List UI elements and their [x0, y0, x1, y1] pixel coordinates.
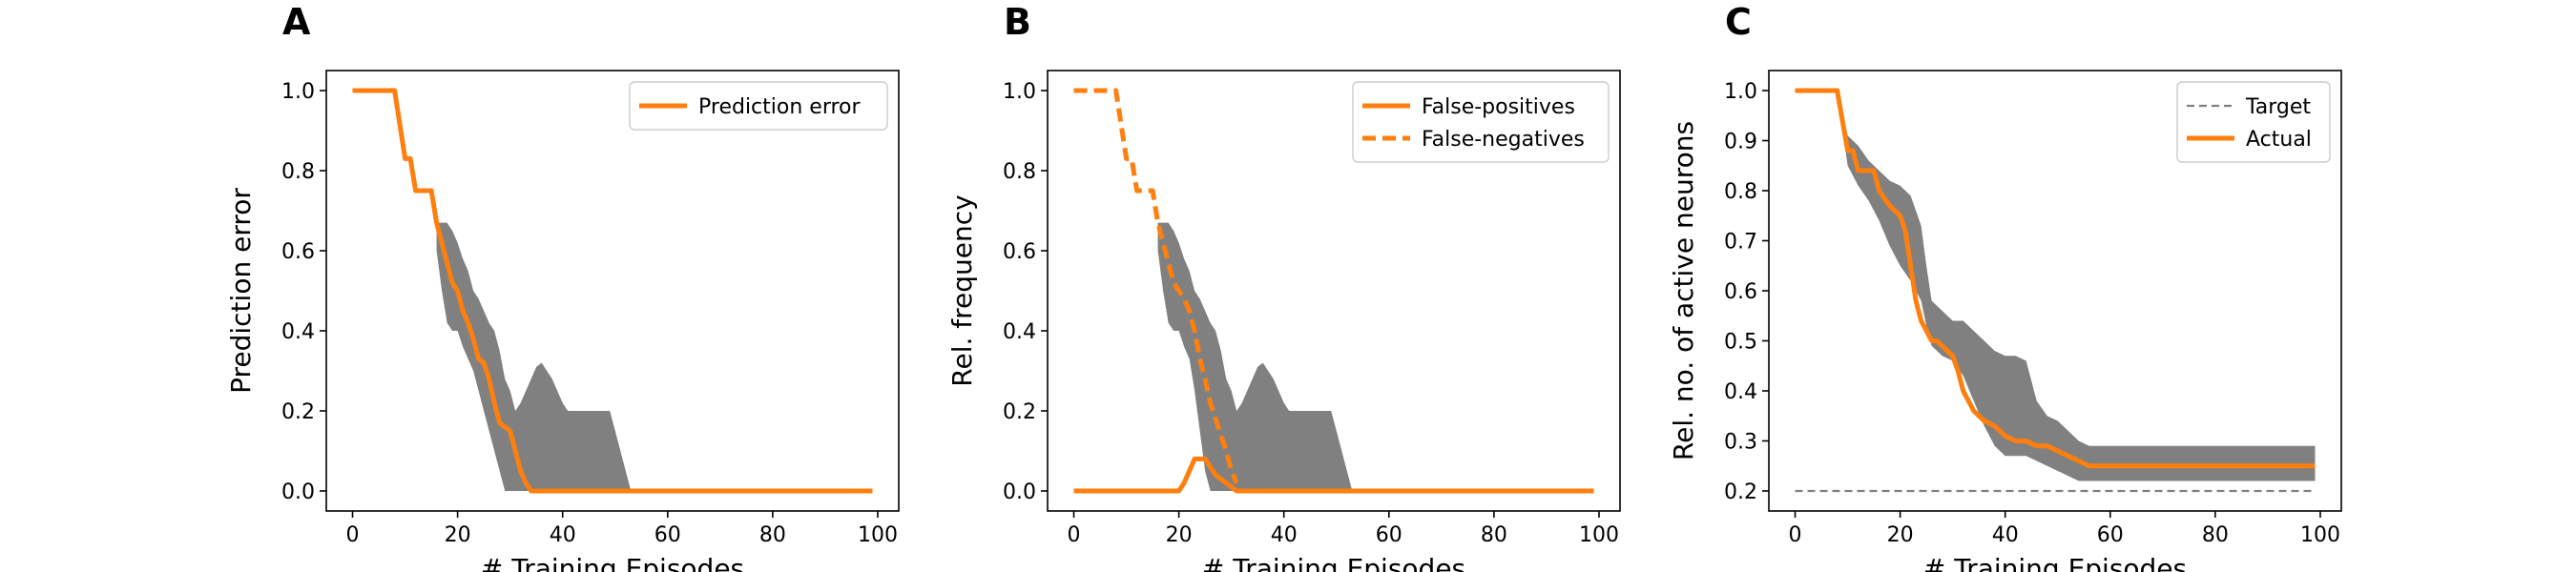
y-tick-label: 0.4: [1724, 380, 1757, 404]
x-tick-label: 0: [1068, 523, 1081, 547]
x-tick-label: 20: [445, 523, 471, 547]
panel-c: C 0 20 40 60 80 100 0.2 0.3 0.4 0.5 0.6 0.7 0.8 0.9 1.0…: [1668, 1, 2342, 572]
y-tick-label: 0.3: [1724, 431, 1757, 455]
panel-a: A 0 20 40 60 80 100 0.0 0.2 0.4 0.6 0.8 1.0 # Trainin…: [225, 1, 900, 572]
panel-letter-a: A: [282, 1, 311, 43]
legend-label-actual: Actual: [2246, 128, 2312, 152]
x-tick-label: 40: [550, 523, 576, 547]
y-tick-label: 0.0: [281, 480, 315, 504]
y-tick-label: 0.2: [1003, 400, 1036, 424]
legend-label-false-positives: False-positives: [1422, 95, 1575, 119]
y-tick-label: 1.0: [281, 80, 315, 104]
x-tick-label: 100: [858, 523, 898, 547]
x-tick-label: 100: [2300, 523, 2340, 547]
y-tick-label: 0.5: [1724, 331, 1757, 355]
x-tick-label: 0: [346, 523, 360, 547]
y-tick-label: 0.4: [1003, 320, 1036, 344]
panel-b-axes-frame: [1047, 70, 1621, 512]
x-axis-label: # Training Episodes: [481, 553, 744, 572]
panel-a-variability-band: [436, 222, 632, 491]
x-tick-label: 60: [1376, 523, 1402, 547]
panel-a-axes-frame: [325, 70, 900, 512]
legend-box: [1352, 81, 1610, 163]
series-line-prediction-error: [352, 88, 873, 494]
panel-letter-c: C: [1725, 1, 1752, 43]
panel-b-variability-band: [1157, 222, 1353, 491]
x-tick-label: 80: [759, 523, 786, 547]
y-tick-label: 0.0: [1003, 480, 1036, 504]
y-axis-label: Rel. frequency: [946, 194, 978, 386]
y-tick-label: 0.8: [1003, 160, 1036, 184]
panel-a-legend: Prediction error: [629, 81, 888, 131]
y-tick-label: 0.2: [1724, 480, 1757, 504]
x-axis-label: # Training Episodes: [1202, 553, 1465, 572]
panel-c-legend: Target Actual: [2176, 81, 2331, 163]
series-line-false-negatives: [1073, 88, 1239, 484]
series-line-actual: [1795, 88, 2316, 469]
x-tick-label: 60: [2097, 523, 2124, 547]
series-line-false-positives: [1073, 456, 1594, 494]
x-tick-label: 60: [654, 523, 681, 547]
panel-b-legend: False-positives False-negatives: [1352, 81, 1610, 163]
legend-label-false-negatives: False-negatives: [1422, 128, 1585, 152]
y-axis-label: Prediction error: [225, 188, 257, 394]
y-tick-label: 1.0: [1003, 80, 1036, 104]
x-tick-label: 20: [1166, 523, 1193, 547]
legend-box: [629, 81, 888, 131]
y-axis-label: Rel. no. of active neurons: [1668, 121, 1699, 460]
y-tick-label: 0.4: [281, 320, 315, 344]
x-tick-label: 0: [1789, 523, 1802, 547]
legend-label-prediction-error: Prediction error: [698, 95, 861, 119]
y-tick-label: 0.9: [1724, 131, 1757, 154]
y-tick-label: 0.8: [281, 160, 315, 184]
legend-label-target: Target: [2245, 95, 2311, 119]
y-tick-label: 0.6: [1724, 280, 1757, 304]
x-tick-label: 80: [1481, 523, 1507, 547]
panel-letter-b: B: [1004, 1, 1031, 43]
y-tick-label: 0.6: [281, 240, 315, 264]
y-tick-label: 0.2: [281, 400, 315, 424]
y-tick-label: 0.8: [1724, 180, 1757, 204]
x-tick-label: 20: [1887, 523, 1914, 547]
x-axis-label: # Training Episodes: [1923, 553, 2187, 572]
x-tick-label: 100: [1579, 523, 1619, 547]
y-tick-label: 0.7: [1724, 231, 1757, 255]
panel-b: B 0 20 40 60 80 100 0.0 0.2 0.4 0.6 0.8 1.0 # Trainin…: [946, 1, 1621, 572]
legend-box: [2176, 81, 2331, 163]
x-tick-label: 40: [1271, 523, 1298, 547]
x-tick-label: 80: [2202, 523, 2229, 547]
x-tick-label: 40: [1992, 523, 2019, 547]
y-tick-label: 1.0: [1724, 80, 1757, 104]
y-tick-label: 0.6: [1003, 240, 1036, 264]
